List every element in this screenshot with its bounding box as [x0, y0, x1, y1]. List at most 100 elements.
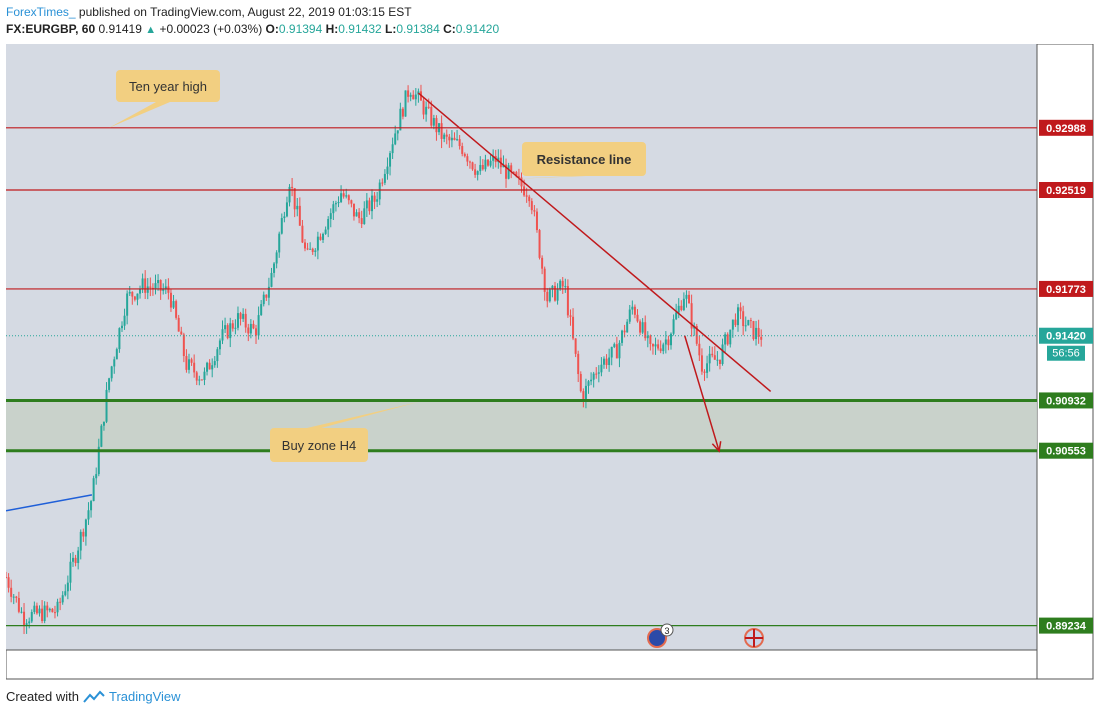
candle-body	[7, 577, 10, 588]
candle-body	[747, 320, 750, 326]
candle-body	[476, 171, 479, 175]
candle-body	[440, 123, 443, 139]
candle-body	[352, 203, 355, 217]
price-label: 0.92519	[1046, 185, 1086, 197]
candle-body	[417, 91, 420, 95]
candle-body	[414, 94, 417, 100]
candle-body	[244, 313, 247, 328]
price-label: 0.91773	[1046, 284, 1086, 296]
last-price: 0.91419	[98, 22, 142, 36]
candle-body	[262, 294, 265, 305]
candle-body	[20, 611, 23, 613]
candle-body	[654, 344, 657, 347]
candle-body	[306, 248, 309, 250]
candle-body	[639, 321, 642, 333]
candle-body	[288, 186, 291, 203]
candle-body	[507, 165, 510, 179]
candle-body	[231, 323, 234, 329]
candle-body	[672, 319, 675, 334]
candle-body	[41, 608, 44, 622]
candle-body	[515, 172, 518, 177]
candle-body	[584, 385, 587, 402]
candle-body	[59, 601, 62, 603]
callout-box	[522, 142, 646, 176]
projection-arrow-head	[711, 441, 722, 453]
candle-body	[510, 165, 513, 172]
candle-body	[242, 313, 245, 319]
candle-body	[484, 159, 487, 170]
candle-body	[164, 286, 167, 290]
candle-body	[582, 391, 585, 402]
price-label-bg	[1039, 442, 1093, 459]
candle-body	[273, 263, 276, 273]
candle-body	[667, 339, 670, 346]
event-count-badge	[660, 623, 674, 637]
candle-body	[278, 233, 281, 253]
high-label: H:	[325, 22, 339, 36]
candle-body	[350, 200, 353, 204]
candle-body	[100, 425, 103, 447]
low-label: L:	[385, 22, 397, 36]
price-label-bg	[1039, 280, 1093, 297]
candle-body	[193, 362, 196, 373]
candle-body	[43, 605, 46, 622]
candle-body	[391, 144, 394, 154]
candle-body	[360, 218, 363, 225]
candle-body	[610, 346, 613, 358]
price-label-bg	[1039, 617, 1093, 634]
candle-body	[481, 164, 484, 170]
candle-body	[608, 357, 611, 366]
candle-body	[311, 248, 314, 252]
candle-body	[752, 321, 755, 340]
candle-body	[319, 236, 322, 240]
candle-body	[30, 612, 33, 622]
candle-body	[293, 188, 296, 210]
candle-body	[739, 307, 742, 312]
tradingview-brand[interactable]: TradingView	[108, 689, 181, 704]
candle-body	[15, 596, 18, 599]
candle-body	[234, 327, 237, 329]
candle-body	[190, 359, 193, 363]
candle-body	[257, 315, 260, 336]
candle-body	[229, 323, 232, 339]
candle-body	[267, 286, 270, 298]
resistance-line	[417, 92, 772, 392]
candle-body	[97, 446, 100, 475]
candle-body	[200, 379, 203, 381]
candle-body	[188, 359, 191, 370]
candles	[6, 84, 763, 635]
countdown-label: 56:56	[1052, 348, 1080, 360]
candle-body	[141, 278, 144, 290]
symbol-label[interactable]: FX:EURGBP, 60	[6, 22, 96, 36]
candle-body	[559, 280, 562, 290]
candle-body	[123, 315, 126, 326]
price-label-bg	[1039, 119, 1093, 136]
candle-body	[592, 373, 595, 380]
candle-body	[177, 317, 180, 332]
candle-body	[636, 314, 639, 322]
candle-body	[664, 339, 667, 345]
candle-body	[115, 349, 118, 360]
candle-body	[118, 328, 121, 350]
candle-body	[644, 322, 647, 339]
candle-body	[28, 621, 31, 624]
price-label-bg	[1039, 392, 1093, 409]
author-name[interactable]: ForexTimes_	[6, 5, 76, 19]
price-chart[interactable]: 0.92988 0.92519 0.91773 0.90932 0.90553 0.892…	[6, 44, 1094, 680]
price-label: 0.89234	[1046, 621, 1087, 633]
candle-body	[657, 344, 660, 349]
candle-body	[471, 162, 474, 170]
open-label: O:	[265, 22, 279, 36]
candle-body	[703, 371, 706, 373]
event-count-text: 3	[664, 626, 669, 636]
close-label: C:	[443, 22, 456, 36]
eu-flag-icon	[647, 628, 667, 648]
candle-body	[554, 285, 557, 301]
candle-body	[489, 160, 492, 166]
candle-body	[371, 195, 374, 212]
candle-body	[533, 210, 536, 212]
created-with-text: Created with	[6, 689, 79, 704]
candle-body	[453, 137, 456, 140]
candle-body	[628, 309, 631, 322]
candle-body	[466, 156, 469, 162]
